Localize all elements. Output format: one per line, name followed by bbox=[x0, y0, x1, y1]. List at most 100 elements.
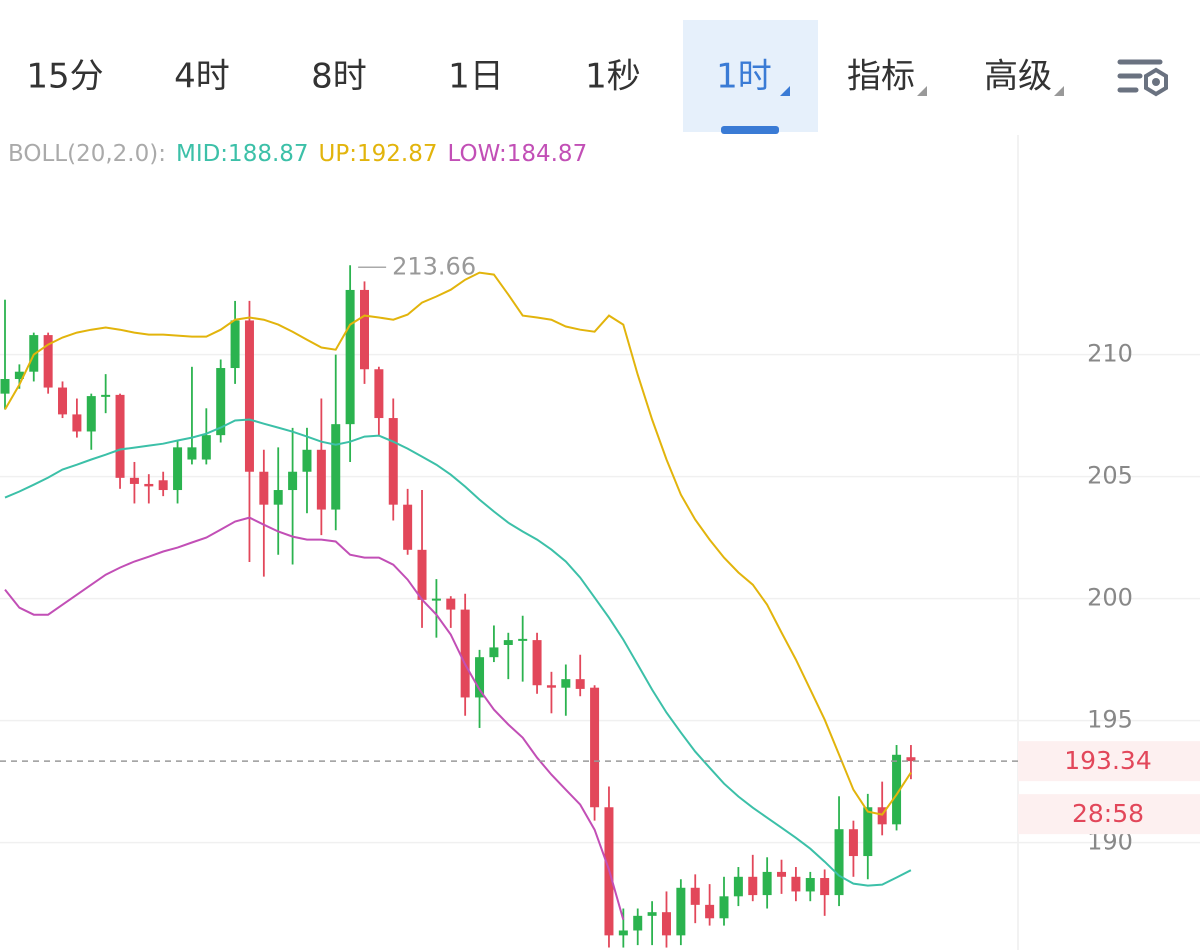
band-line bbox=[4, 418, 912, 887]
tab[interactable]: 1日 bbox=[448, 57, 504, 97]
candle-body bbox=[633, 915, 643, 931]
candle-body bbox=[388, 418, 398, 505]
tab-label: 指标 bbox=[847, 57, 915, 97]
tab-label: 1时 bbox=[716, 57, 772, 97]
candle-body bbox=[0, 379, 10, 394]
tab-underline bbox=[721, 126, 779, 134]
candle-body bbox=[460, 609, 470, 698]
indicator-legend: BOLL(20,2.0): MID:188.87 UP:192.87 LOW:184.… bbox=[8, 141, 587, 167]
candle-body bbox=[374, 369, 384, 419]
candle-body bbox=[101, 394, 111, 397]
y-tick-label: 195 bbox=[1087, 706, 1133, 734]
candle-body bbox=[719, 896, 729, 919]
candle-body bbox=[575, 679, 585, 689]
candle-body bbox=[43, 335, 53, 388]
tab[interactable]: 指标 bbox=[847, 57, 927, 97]
candle-body bbox=[403, 504, 413, 550]
candle-body bbox=[417, 549, 427, 600]
dropdown-arrow bbox=[917, 86, 927, 96]
candle-body bbox=[705, 904, 715, 919]
y-tick-label: 205 bbox=[1087, 462, 1133, 490]
candle-body bbox=[216, 368, 226, 436]
candle-body bbox=[58, 387, 68, 415]
legend-item: UP:192.87 bbox=[319, 141, 438, 167]
candle-body bbox=[244, 320, 254, 472]
candle-body bbox=[791, 876, 801, 892]
tab[interactable]: 高级 bbox=[984, 57, 1064, 97]
band-line bbox=[4, 516, 625, 920]
tab-label: 8时 bbox=[311, 57, 367, 97]
tab[interactable]: 8时 bbox=[311, 57, 367, 97]
max-label: 213.66 bbox=[392, 252, 476, 280]
candle-body bbox=[29, 335, 39, 372]
candle-body bbox=[14, 371, 24, 380]
countdown-box bbox=[1018, 794, 1200, 835]
candle-body bbox=[647, 912, 657, 916]
candle-body bbox=[187, 447, 197, 460]
candle-body bbox=[331, 424, 341, 510]
tab-label: 15分 bbox=[26, 57, 103, 97]
candle-body bbox=[676, 887, 686, 936]
candle-body bbox=[561, 679, 571, 688]
candle-body bbox=[259, 471, 269, 505]
price-label: 193.34 bbox=[1064, 746, 1151, 775]
tab[interactable]: 1秒 bbox=[585, 57, 641, 97]
candle-body bbox=[532, 640, 542, 686]
candle-body bbox=[661, 912, 671, 936]
legend-item: LOW:184.87 bbox=[447, 141, 587, 167]
candle-body bbox=[877, 807, 887, 825]
candle-body bbox=[906, 757, 916, 762]
candle-body bbox=[777, 871, 787, 877]
candle-body bbox=[288, 471, 298, 491]
candle-body bbox=[158, 480, 168, 491]
candle-body bbox=[690, 887, 700, 905]
candle-body bbox=[86, 396, 96, 432]
candle-body bbox=[129, 477, 139, 484]
candle-body bbox=[748, 876, 758, 896]
tab-label: 1日 bbox=[448, 57, 504, 97]
band-line bbox=[4, 271, 912, 816]
tab[interactable]: 4时 bbox=[174, 57, 230, 97]
candle-body bbox=[546, 685, 556, 688]
candle-body bbox=[173, 447, 183, 491]
candle-body bbox=[345, 289, 355, 425]
candle-body bbox=[733, 876, 743, 897]
plot bbox=[0, 265, 916, 948]
y-tick-label: 200 bbox=[1087, 584, 1133, 612]
candle-body bbox=[805, 878, 815, 892]
candle-body bbox=[892, 754, 902, 825]
candle-body bbox=[115, 394, 125, 478]
y-tick-label: 210 bbox=[1087, 340, 1133, 368]
candle-body bbox=[230, 320, 240, 369]
candle-body bbox=[273, 490, 283, 505]
candle-body bbox=[144, 483, 154, 487]
candle-body bbox=[863, 807, 873, 857]
candle-body bbox=[848, 829, 858, 857]
candle-body bbox=[360, 289, 369, 370]
tab-bar: 15分 4时 8时 1日 1秒 1时 指标 高级 bbox=[26, 20, 1064, 134]
candle-body bbox=[302, 449, 312, 472]
tab-label: 1秒 bbox=[585, 57, 641, 97]
candle-body bbox=[834, 829, 844, 896]
candle-body bbox=[503, 640, 513, 645]
legend-item: MID:188.87 bbox=[176, 141, 309, 167]
tab-label: 高级 bbox=[984, 57, 1052, 97]
candle-body bbox=[72, 414, 82, 432]
price-box bbox=[1018, 741, 1200, 782]
tab[interactable]: 1时 bbox=[683, 20, 818, 134]
candle-body bbox=[590, 687, 600, 808]
overlay: 213.66 193.34 28:58 bbox=[0, 252, 1200, 835]
dropdown-arrow bbox=[780, 86, 790, 96]
legend-item: BOLL(20,2.0): bbox=[8, 141, 166, 167]
settings-icon[interactable] bbox=[1117, 59, 1168, 97]
candle-body bbox=[201, 435, 211, 460]
candle-body bbox=[489, 647, 499, 658]
candle-body bbox=[316, 449, 326, 510]
candle-body bbox=[446, 598, 456, 610]
tab[interactable]: 15分 bbox=[26, 57, 103, 97]
tab-label: 4时 bbox=[174, 57, 230, 97]
candle-body bbox=[820, 878, 830, 896]
tab-active-bg bbox=[683, 20, 818, 132]
